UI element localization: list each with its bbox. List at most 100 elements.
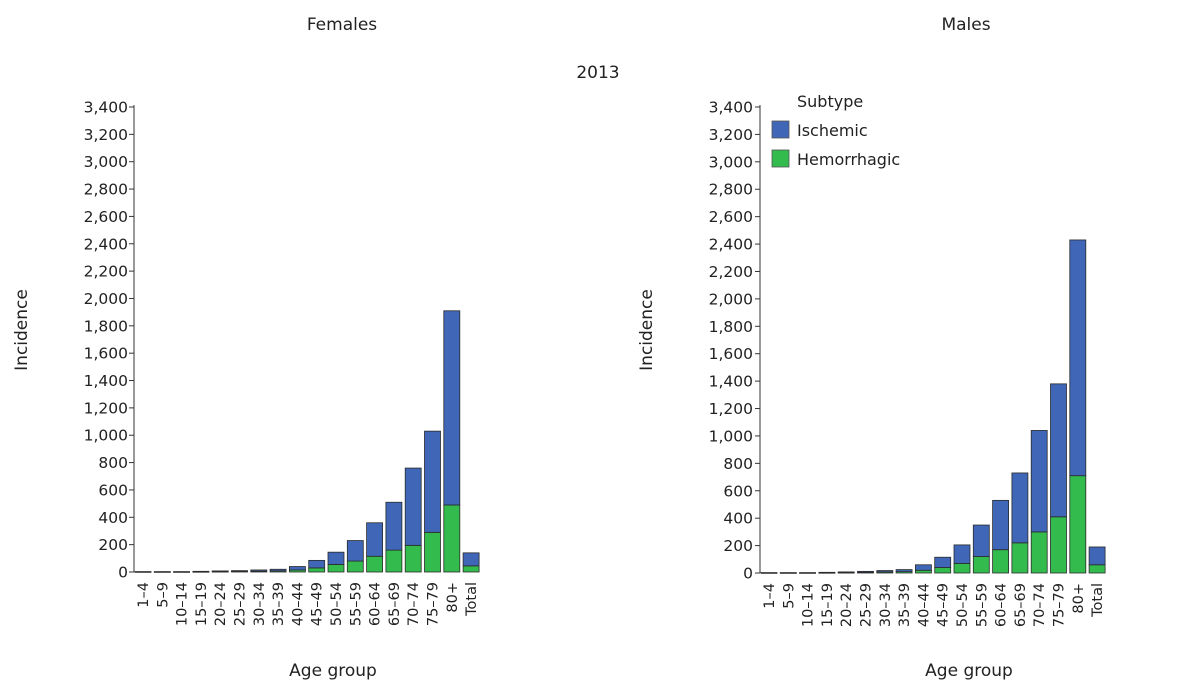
y-tick-label: 3,000 <box>709 153 753 171</box>
y-tick-label: 600 <box>98 481 128 499</box>
x-category-label: 80+ <box>445 582 461 613</box>
y-tick-label: 3,200 <box>709 126 753 144</box>
bar-hemorrhagic-males <box>1011 542 1029 574</box>
bar-ischemic-females <box>462 552 480 567</box>
bar-ischemic-females <box>231 570 248 572</box>
y-axis-title-males: Incidence <box>637 289 657 371</box>
bar-ischemic-females <box>269 568 287 572</box>
x-category-label: 1–4 <box>762 583 778 609</box>
bar-ischemic-females <box>346 540 364 562</box>
x-category-label: 50–54 <box>329 582 345 626</box>
bar-ischemic-males <box>915 564 932 571</box>
y-tick-label: 2,400 <box>84 235 128 253</box>
bar-ischemic-females <box>288 566 306 571</box>
y-tick-label: 2,000 <box>84 290 128 308</box>
y-axis-title-females: Incidence <box>12 289 32 371</box>
y-ticks-females: 0 200 400 600 800 1,000 1,200 1,400 1,600 1,800 2,… <box>84 99 135 582</box>
x-category-label: 55–59 <box>974 583 990 627</box>
legend: Subtype Ischemic Hemorrhagic <box>771 92 900 169</box>
bar-hemorrhagic-males <box>1088 564 1106 574</box>
bar-ischemic-males <box>837 571 855 573</box>
x-category-label: 25–29 <box>859 583 875 627</box>
y-tick-label: 1,600 <box>709 345 753 363</box>
x-category-label: 75–79 <box>426 582 442 626</box>
x-axis-title-females: Age group <box>289 661 377 681</box>
x-category-label: 25–29 <box>233 582 249 626</box>
bar-ischemic-males <box>857 570 874 573</box>
y-tick-label: 400 <box>98 509 128 527</box>
bars-males <box>760 239 1106 574</box>
x-category-label: 35–39 <box>897 583 913 627</box>
y-tick-label: 3,400 <box>84 99 128 117</box>
y-tick-label: 2,600 <box>709 208 753 226</box>
x-category-label: 55–59 <box>348 582 364 626</box>
y-tick-label: 2,800 <box>84 181 128 199</box>
bar-ischemic-females <box>385 501 403 551</box>
legend-label-hemorrhagic: Hemorrhagic <box>797 150 900 169</box>
y-tick-label: 3,000 <box>84 153 128 171</box>
bar-ischemic-males <box>1069 239 1087 477</box>
bar-hemorrhagic-females <box>308 567 326 573</box>
females-panel: Females Incidence Age group 0 200 400 600 80… <box>12 15 480 681</box>
y-tick-label: 2,600 <box>84 208 128 226</box>
x-category-label: 65–69 <box>387 582 403 626</box>
x-axis-title-males: Age group <box>925 661 1013 681</box>
panel-title-males: Males <box>941 15 990 35</box>
legend-swatch-hemorrhagic <box>771 149 790 168</box>
y-tick-label: 1,200 <box>709 400 753 418</box>
x-category-label: 10–14 <box>801 583 817 627</box>
x-category-label: 30–34 <box>878 583 894 627</box>
bar-hemorrhagic-females <box>443 504 461 573</box>
x-category-label: 10–14 <box>175 582 191 626</box>
bar-hemorrhagic-males <box>1050 516 1067 574</box>
bar-hemorrhagic-females <box>404 544 422 573</box>
y-tick-label: 1,600 <box>84 345 128 363</box>
y-tick-label: 1,200 <box>84 399 128 417</box>
x-categories-males: 1–4 5–9 10–14 15–19 20–24 25–29 30–34 35–39 40–4… <box>762 583 1106 627</box>
bar-hemorrhagic-males <box>1030 531 1048 574</box>
bar-ischemic-males <box>1050 383 1067 518</box>
y-tick-label: 3,200 <box>84 126 128 144</box>
bar-ischemic-males <box>799 572 816 574</box>
bar-hemorrhagic-females <box>462 565 480 573</box>
y-tick-label: 1,000 <box>84 427 128 445</box>
y-tick-label: 800 <box>98 454 128 472</box>
x-category-label: 20–24 <box>839 583 855 627</box>
males-panel: Males Incidence Age group 0 200 400 600 800 1… <box>637 15 1106 681</box>
bar-hemorrhagic-females <box>385 549 403 573</box>
bar-ischemic-males <box>818 571 836 574</box>
y-tick-label: 200 <box>98 536 128 554</box>
panel-title-females: Females <box>307 15 377 35</box>
y-tick-label: 200 <box>723 537 753 555</box>
bar-ischemic-males <box>1030 430 1048 533</box>
y-tick-label: 2,000 <box>709 290 753 308</box>
x-category-label: 1–4 <box>136 582 152 608</box>
x-category-label: 80+ <box>1071 583 1087 614</box>
bar-hemorrhagic-males <box>1069 475 1087 574</box>
y-tick-label: 2,200 <box>709 263 753 281</box>
x-category-label: 65–69 <box>1013 583 1029 627</box>
y-tick-label: 600 <box>723 482 753 500</box>
x-category-label: 70–74 <box>1032 583 1048 627</box>
x-category-label: 15–19 <box>820 583 836 627</box>
bar-ischemic-females <box>192 570 210 573</box>
y-tick-label: 400 <box>723 510 753 528</box>
bar-ischemic-females <box>173 571 191 573</box>
y-tick-label: 1,000 <box>709 427 753 445</box>
bar-ischemic-males <box>972 524 990 557</box>
bar-ischemic-males <box>895 569 913 573</box>
y-tick-label: 1,800 <box>84 317 128 335</box>
y-tick-label: 0 <box>743 565 753 583</box>
bar-ischemic-females <box>308 559 326 569</box>
bar-hemorrhagic-males <box>953 563 971 574</box>
x-category-label: 70–74 <box>406 582 422 626</box>
bar-hemorrhagic-females <box>424 531 441 573</box>
y-tick-label: 1,400 <box>84 372 128 390</box>
bar-ischemic-males <box>992 499 1009 551</box>
bar-ischemic-females <box>424 430 441 533</box>
bar-hemorrhagic-males <box>934 567 952 574</box>
x-category-label: 50–54 <box>955 583 971 627</box>
bar-ischemic-males <box>760 572 778 574</box>
